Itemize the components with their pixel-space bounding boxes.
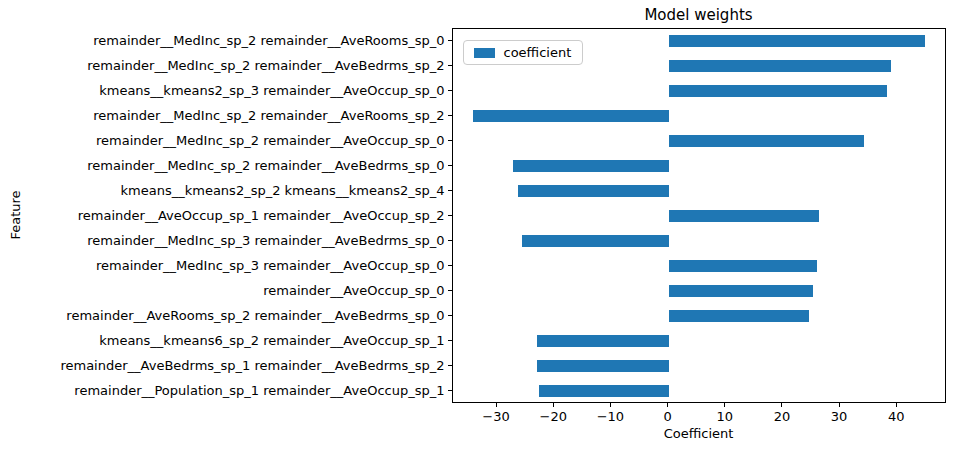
y-tick-mark [448, 40, 452, 41]
x-tick-mark [610, 403, 611, 407]
bar [669, 210, 819, 222]
plot-area: coefficient [452, 28, 947, 403]
bar [518, 185, 669, 197]
y-tick-mark [448, 115, 452, 116]
y-tick-label: remainder__AveOccup_sp_1 remainder__AveO… [78, 208, 445, 224]
y-tick-label: remainder__Population_sp_1 remainder__Av… [74, 383, 444, 399]
bar [537, 360, 668, 372]
bar [539, 385, 669, 397]
x-tick-label: −30 [482, 409, 509, 424]
figure: Model weights Feature coefficient remain… [0, 0, 956, 455]
bar [669, 310, 810, 322]
x-tick-mark [839, 403, 840, 407]
y-tick-label: remainder__MedInc_sp_3 remainder__AveOcc… [96, 258, 445, 274]
bar [669, 285, 814, 297]
bar [473, 110, 669, 122]
y-tick-mark [448, 140, 452, 141]
y-tick-label: kmeans__kmeans2_sp_2 kmeans__kmeans2_sp_… [121, 183, 445, 199]
bar [513, 160, 668, 172]
x-tick-label: −10 [597, 409, 624, 424]
bar [669, 135, 864, 147]
y-tick-mark [448, 365, 452, 366]
y-tick-label: kmeans__kmeans6_sp_2 remainder__AveOccup… [99, 333, 444, 349]
x-tick-mark [553, 403, 554, 407]
y-tick-label: remainder__AveBedrms_sp_1 remainder__Ave… [60, 358, 444, 374]
y-tick-label: remainder__MedInc_sp_3 remainder__AveBed… [87, 233, 444, 249]
y-tick-mark [448, 215, 452, 216]
bar [669, 260, 818, 272]
y-tick-mark [448, 90, 452, 91]
y-tick-mark [448, 190, 452, 191]
bar [522, 235, 668, 247]
y-tick-label: remainder__MedInc_sp_2 remainder__AveRoo… [93, 33, 444, 49]
y-tick-label: remainder__AveRooms_sp_2 remainder__AveB… [66, 308, 444, 324]
bar [669, 60, 891, 72]
y-tick-mark [448, 315, 452, 316]
x-tick-label: 20 [774, 409, 791, 424]
x-tick-mark [896, 403, 897, 407]
x-tick-label: −20 [540, 409, 567, 424]
x-axis-label: Coefficient [451, 426, 946, 441]
y-tick-mark [448, 240, 452, 241]
x-tick-label: 0 [663, 409, 671, 424]
y-tick-label: remainder__MedInc_sp_2 remainder__AveRoo… [93, 108, 444, 124]
y-tick-label: remainder__AveOccup_sp_0 [263, 283, 444, 299]
y-axis-label: Feature [8, 190, 23, 239]
legend-label: coefficient [504, 45, 572, 60]
x-tick-mark [724, 403, 725, 407]
bar [669, 85, 887, 97]
y-tick-label: remainder__MedInc_sp_2 remainder__AveBed… [87, 58, 444, 74]
legend: coefficient [463, 40, 584, 65]
y-tick-mark [448, 165, 452, 166]
y-tick-mark [448, 65, 452, 66]
y-tick-mark [448, 290, 452, 291]
x-tick-mark [781, 403, 782, 407]
x-tick-mark [667, 403, 668, 407]
x-tick-label: 30 [831, 409, 848, 424]
y-tick-label: kmeans__kmeans2_sp_3 remainder__AveOccup… [99, 83, 444, 99]
bar [669, 35, 926, 47]
y-tick-mark [448, 390, 452, 391]
x-tick-mark [496, 403, 497, 407]
y-tick-mark [448, 340, 452, 341]
bar [537, 335, 669, 347]
x-tick-label: 10 [716, 409, 733, 424]
x-tick-label: 40 [888, 409, 905, 424]
legend-swatch-coefficient [474, 48, 495, 58]
y-tick-label: remainder__MedInc_sp_2 remainder__AveBed… [87, 158, 444, 174]
y-tick-mark [448, 265, 452, 266]
y-tick-label: remainder__MedInc_sp_2 remainder__AveOcc… [96, 133, 445, 149]
chart-title: Model weights [451, 6, 946, 24]
